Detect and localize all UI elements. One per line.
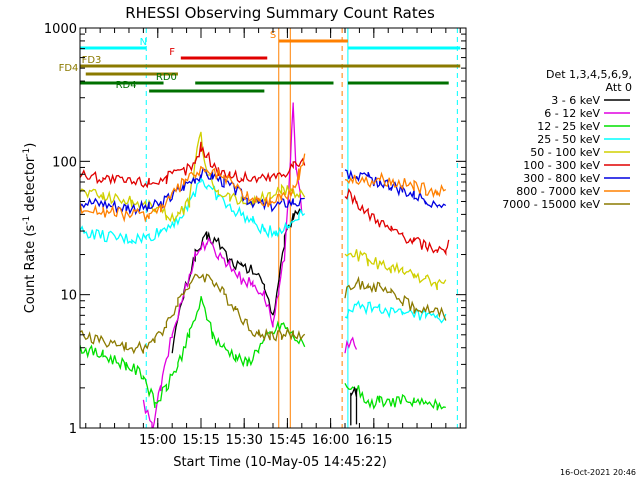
y-tick-label-3: 1000 [44,22,77,37]
state-bar-label-6: RD4 [116,80,137,91]
legend-label-3: 25 - 50 keV [537,133,600,146]
series-right-line-1 [344,169,447,209]
x-tick-label-2: 15:30 [225,433,262,448]
series-right-line-3 [344,249,447,291]
plot-clip-group [80,28,458,428]
state-bar-label-3: FD3 [82,55,102,66]
series-line-8 [80,273,306,355]
legend-label-1: 6 - 12 keV [544,107,600,120]
axes: 1 10 100 1000 15:00 15:15 15:30 15:45 16:00 16:15 [44,22,466,448]
series-line-3 [80,176,306,245]
legend-title-line-1: Det 1,3,4,5,6,9, [546,68,632,81]
series-line-5 [80,141,306,189]
series-line-6 [80,168,305,216]
series-right-line-6 [344,336,358,354]
generated-timestamp: 16-Oct-2021 20:46 [560,468,636,477]
plot-area [80,28,458,428]
legend-title-line-2: Att 0 [606,81,632,94]
legend-label-6: 300 - 800 keV [523,172,600,185]
state-bar-label-5: RD0 [156,72,177,83]
x-tick-label-0: 15:00 [139,433,176,448]
y-tick-label-0: 1 [69,422,77,437]
state-bar-label-1: S [270,30,276,41]
state-bar-label-0: N [140,37,147,48]
series-line-7 [80,153,306,223]
legend-label-0: 3 - 6 keV [551,94,600,107]
chart-title: RHESSI Observing Summary Count Rates [125,4,435,22]
series-line-1 [142,102,303,428]
x-tick-label-4: 16:00 [312,433,349,448]
legend-label-5: 100 - 300 keV [523,159,600,172]
state-bar-label-4: FD4 [59,63,79,74]
legend-label-2: 12 - 25 keV [537,120,600,133]
series-right-line-5 [344,275,447,321]
legend-label-8: 7000 - 15000 keV [502,198,600,211]
x-tick-label-3: 15:45 [269,433,306,448]
series-line-0 [171,208,303,354]
x-axis-label: Start Time (10-May-05 14:45:22) [173,455,387,470]
plot-frame [79,27,467,429]
state-bar-label-2: F [169,47,175,58]
x-tick-label-1: 15:15 [182,433,219,448]
series-right-line-4 [344,300,447,324]
y-tick-label-1: 10 [60,289,77,304]
series-right-line-8 [350,385,358,426]
y-axis-label: Count Rate (s-1 detector-1) [22,143,38,314]
legend-label-4: 50 - 100 keV [530,146,600,159]
legend-label-7: 800 - 7000 keV [516,185,600,198]
series-right-line-0 [344,188,450,257]
x-tick-label-5: 16:15 [355,433,392,448]
y-tick-label-2: 100 [52,155,77,170]
series-right-line-2 [344,171,447,199]
series-right-line-7 [344,383,446,411]
